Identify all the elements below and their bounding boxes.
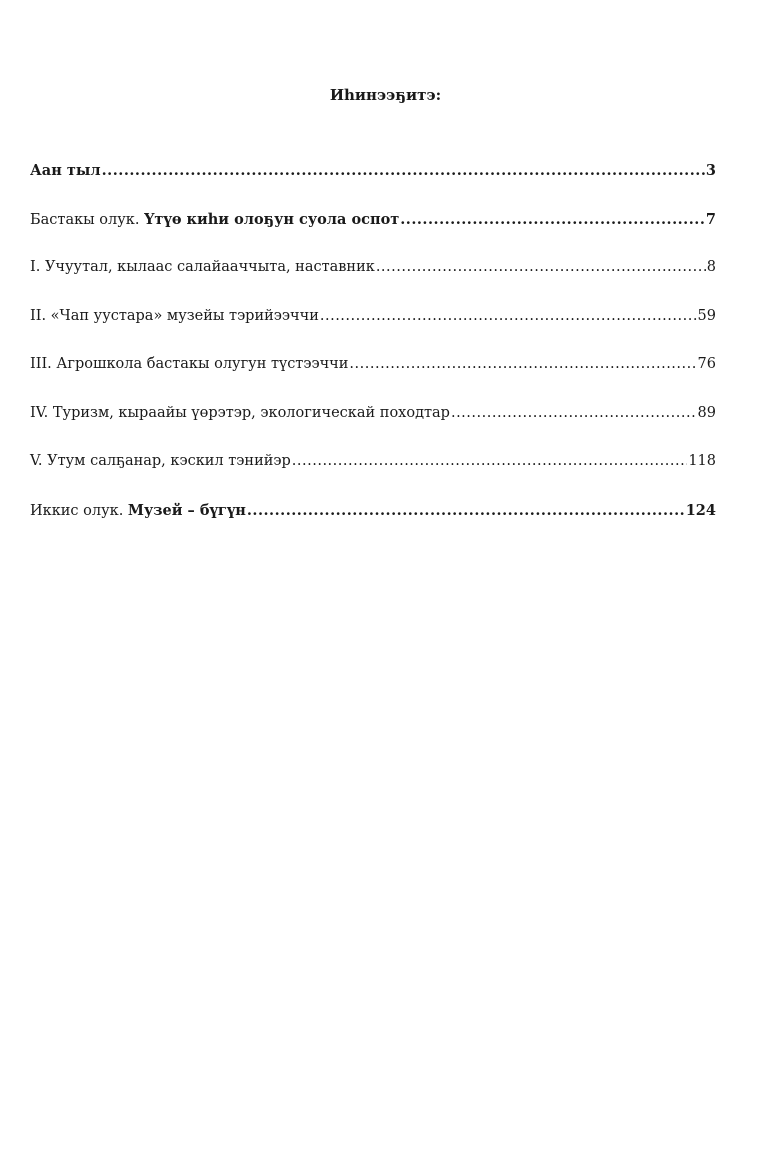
toc-page-number: 3 [705,162,716,179]
toc-page-number: 118 [688,453,716,469]
toc-entry[interactable]: Иккис олук. Музей – бүгүн 124 [30,502,716,551]
toc-page-number: 7 [705,210,716,228]
toc-leader-dots [102,162,705,179]
toc-page-number: 89 [697,404,716,421]
toc-entry-label: Аан тыл [30,162,101,179]
toc-entry-label: Үтүө киһи олоҕун суола оспот [144,210,400,228]
toc-page-number: 76 [697,356,716,372]
toc-leader-dots [451,405,697,421]
toc-page-number: 59 [697,307,716,324]
table-of-contents: Аан тыл 3 Бастакы олук. Үтүө киһи олоҕун с… [30,162,716,550]
toc-page-number: 124 [685,501,716,519]
toc-page-number: 8 [706,259,716,275]
toc-entry[interactable]: Аан тыл 3 [30,162,716,211]
toc-leader-dots [376,259,706,275]
toc-leader-dots [320,308,697,324]
toc-entry-label: Музей – бүгүн [127,501,246,519]
toc-leader-dots [247,502,685,519]
toc-leader-dots [292,453,688,469]
toc-entry-label: IV. Туризм, кыраайы үөрэтэр, экологическ… [30,404,450,421]
toc-leader-dots [400,211,705,228]
toc-entry[interactable]: IV. Туризм, кыраайы үөрэтэр, экологическ… [30,405,716,454]
toc-entry-label: V. Утум салҕанар, кэскил тэнийэр [30,453,291,469]
toc-entry[interactable]: Бастакы олук. Үтүө киһи олоҕун суола осп… [30,211,716,260]
toc-entry[interactable]: II. «Чап уустара» музейы тэрийээччи 59 [30,308,716,357]
page-title: Иһинээҕитэ: [329,86,442,104]
toc-part-prefix: Бастакы олук. [30,211,145,228]
toc-entry-label: III. Агрошкола бастакы олугун түстээччи [30,356,349,372]
toc-entry-label: II. «Чап уустара» музейы тэрийээччи [30,307,319,324]
toc-entry[interactable]: V. Утум салҕанар, кэскил тэнийэр 118 [30,453,716,502]
toc-entry-label: I. Учуутал, кылаас салайааччыта, наставн… [30,259,375,275]
toc-part-prefix: Иккис олук. [30,502,128,519]
toc-entry[interactable]: I. Учуутал, кылаас салайааччыта, наставн… [30,259,716,308]
toc-entry[interactable]: III. Агрошкола бастакы олугун түстээччи 7… [30,356,716,405]
toc-leader-dots [349,356,696,372]
